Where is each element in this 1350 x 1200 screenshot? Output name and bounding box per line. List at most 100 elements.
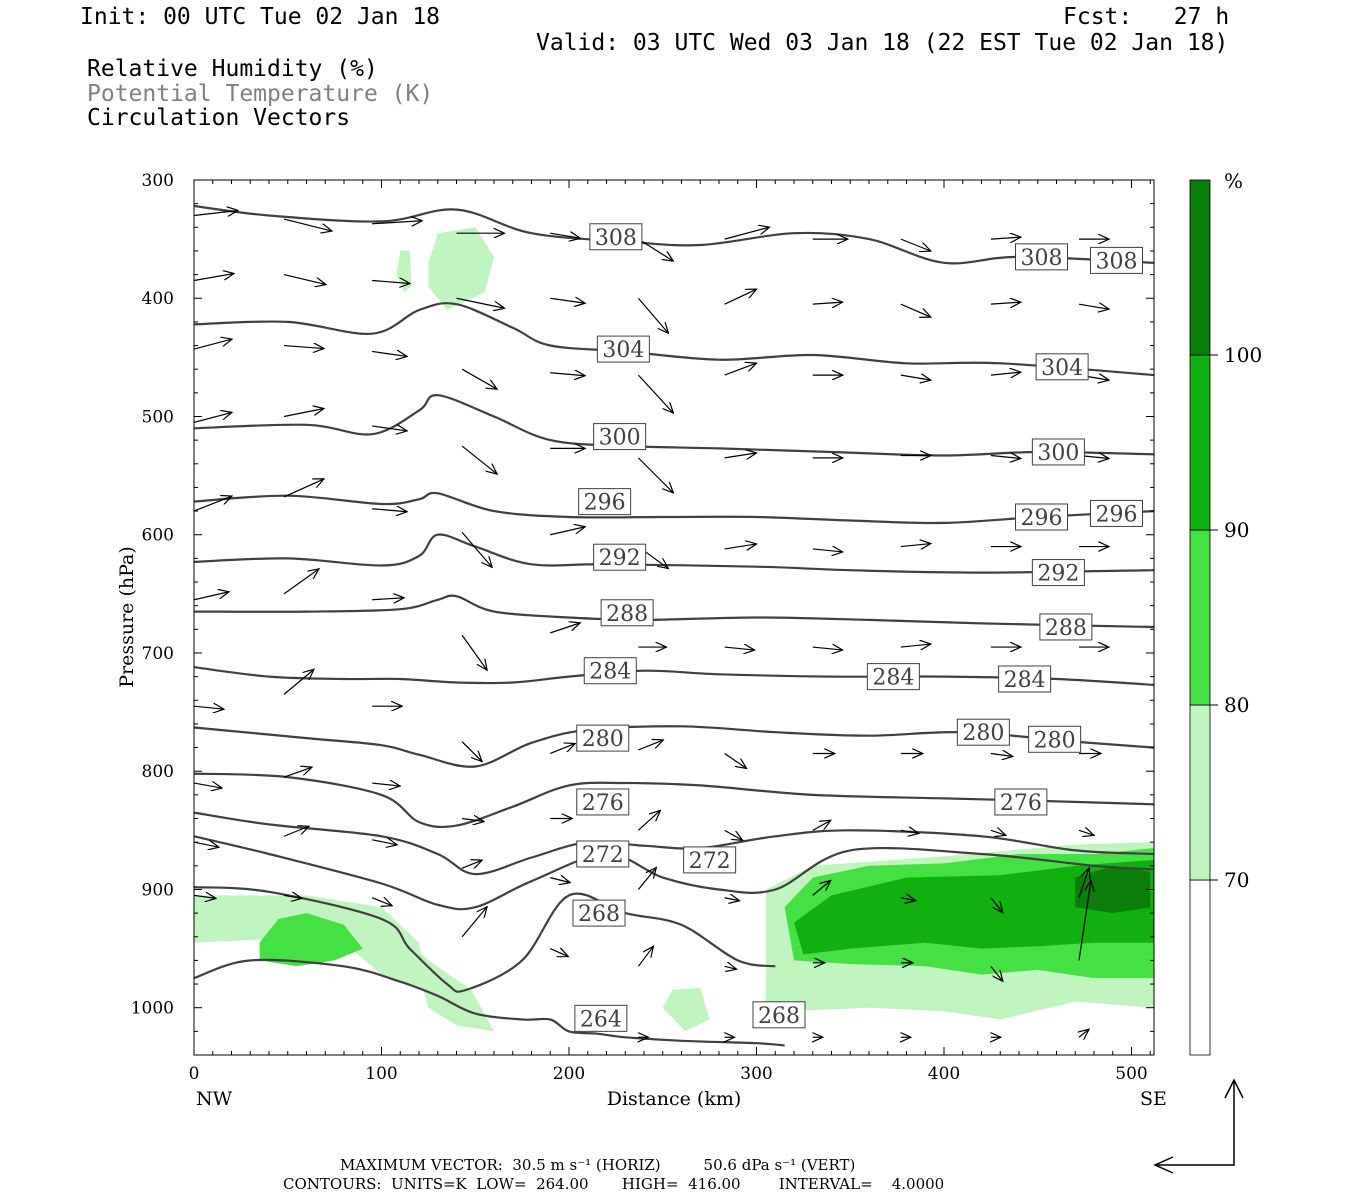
contour-label-box bbox=[574, 1004, 628, 1032]
circulation-vector bbox=[724, 829, 743, 840]
circulation-vector bbox=[372, 509, 407, 512]
field-vectors-label: Circulation Vectors bbox=[87, 105, 351, 131]
theta-contour-264 bbox=[194, 958, 785, 1047]
circulation-vector bbox=[1078, 304, 1109, 309]
circulation-vector bbox=[372, 840, 397, 845]
contour-label: 280 bbox=[962, 721, 1004, 746]
circulation-vector bbox=[812, 647, 843, 650]
circulation-vector bbox=[638, 238, 673, 261]
colorbar-segment bbox=[1189, 704, 1211, 881]
contour-label-box bbox=[578, 488, 632, 516]
circulation-vector bbox=[550, 949, 568, 957]
theta-contour-292 bbox=[194, 533, 1154, 574]
colorbar-segment bbox=[1189, 354, 1211, 531]
footer-max-vector: MAXIMUM VECTOR: 30.5 m s⁻¹ (HORIZ) 50.6 … bbox=[340, 1156, 856, 1174]
valid-time: Valid: 03 UTC Wed 03 Jan 18 (22 EST Tue … bbox=[536, 30, 1229, 56]
circulation-vector bbox=[283, 274, 326, 285]
circulation-vector bbox=[550, 233, 580, 238]
circulation-vector bbox=[724, 544, 757, 549]
circulation-vector bbox=[283, 669, 314, 695]
y-axis-label: Pressure (hPa) bbox=[116, 546, 138, 688]
contour-label-box bbox=[866, 663, 920, 691]
circulation-vector bbox=[637, 297, 668, 333]
contour-label: 296 bbox=[1021, 506, 1063, 531]
contour-label-box bbox=[683, 846, 737, 874]
circulation-vector bbox=[461, 860, 482, 868]
circulation-vector bbox=[550, 298, 585, 303]
colorbar-segment bbox=[1189, 879, 1211, 1056]
colorbar-unit: % bbox=[1224, 169, 1243, 193]
y-tick-label: 500 bbox=[142, 407, 174, 427]
circulation-vector bbox=[812, 880, 831, 896]
circulation-vector bbox=[637, 946, 653, 967]
plot-frame bbox=[193, 179, 1155, 1056]
theta-contour-280 bbox=[194, 725, 1154, 768]
circulation-vector bbox=[900, 544, 931, 547]
theta-contour-268 bbox=[194, 835, 1154, 911]
init-time: Init: 00 UTC Tue 02 Jan 18 bbox=[80, 4, 441, 30]
contour-label-box bbox=[1035, 353, 1089, 381]
field-rh-label: Relative Humidity (%) bbox=[87, 56, 378, 82]
circulation-vector bbox=[900, 238, 931, 251]
circulation-vector bbox=[724, 966, 737, 969]
x-tick-label: 300 bbox=[740, 1064, 772, 1084]
circulation-vector bbox=[456, 297, 505, 308]
circulation-vector bbox=[724, 647, 755, 650]
circulation-vector bbox=[550, 373, 585, 376]
x-tick-label: 100 bbox=[365, 1064, 397, 1084]
nw-label: NW bbox=[196, 1088, 233, 1110]
circulation-vector bbox=[1078, 868, 1089, 898]
contour-label: 268 bbox=[758, 1004, 800, 1029]
contour-label: 292 bbox=[1037, 562, 1079, 587]
contour-label-box bbox=[1028, 725, 1082, 753]
y-tick-label: 300 bbox=[142, 171, 174, 191]
contour-label: 268 bbox=[578, 902, 620, 927]
rh-region-90 bbox=[794, 859, 1154, 955]
circulation-vector bbox=[637, 810, 660, 831]
circulation-vector bbox=[900, 303, 931, 317]
circulation-vector bbox=[461, 445, 497, 474]
circulation-vector bbox=[812, 549, 843, 552]
circulation-vector bbox=[194, 496, 232, 512]
x-tick-label: 400 bbox=[928, 1064, 960, 1084]
circulation-vector bbox=[990, 237, 1021, 239]
contour-label: 304 bbox=[602, 338, 644, 363]
field-theta-label: Potential Temperature (K) bbox=[87, 81, 434, 107]
contour-label: 304 bbox=[1041, 356, 1083, 381]
x-tick-label: 200 bbox=[553, 1064, 585, 1084]
theta-contour-296 bbox=[194, 491, 1154, 525]
circulation-vector bbox=[283, 346, 324, 349]
circulation-vector bbox=[900, 644, 931, 647]
circulation-vector bbox=[461, 907, 487, 938]
circulation-vector bbox=[550, 623, 580, 634]
circulation-vector bbox=[550, 743, 575, 755]
contour-label-box bbox=[1031, 559, 1085, 587]
contour-label: 308 bbox=[1096, 249, 1138, 274]
circulation-vector bbox=[550, 527, 585, 536]
contour-label: 308 bbox=[595, 226, 637, 251]
circulation-vector bbox=[194, 412, 232, 423]
circulation-vector bbox=[194, 274, 234, 282]
contour-label: 296 bbox=[584, 491, 626, 516]
theta-contour-300 bbox=[194, 394, 1154, 457]
contour-label-box bbox=[1015, 243, 1068, 271]
circulation-vector bbox=[990, 302, 1021, 304]
contour-label-box bbox=[593, 423, 647, 451]
contour-label: 284 bbox=[1004, 668, 1046, 693]
colorbar-segment bbox=[1189, 529, 1211, 706]
colorbar-label: 90 bbox=[1224, 518, 1249, 542]
contour-label-box bbox=[576, 840, 630, 868]
circulation-vector bbox=[194, 339, 232, 350]
y-tick-label: 400 bbox=[142, 289, 174, 309]
contour-label: 300 bbox=[1037, 441, 1079, 466]
circulation-vector bbox=[283, 408, 324, 418]
y-tick-label: 600 bbox=[142, 526, 174, 546]
y-tick-label: 700 bbox=[142, 644, 174, 664]
colorbar-label: 80 bbox=[1224, 693, 1249, 717]
circulation-vector bbox=[637, 457, 673, 493]
circulation-vector bbox=[194, 783, 222, 788]
circulation-vector bbox=[1078, 880, 1091, 961]
circulation-vector bbox=[194, 842, 219, 847]
circulation-vector bbox=[372, 281, 410, 284]
theta-contour-308 bbox=[194, 204, 1154, 265]
